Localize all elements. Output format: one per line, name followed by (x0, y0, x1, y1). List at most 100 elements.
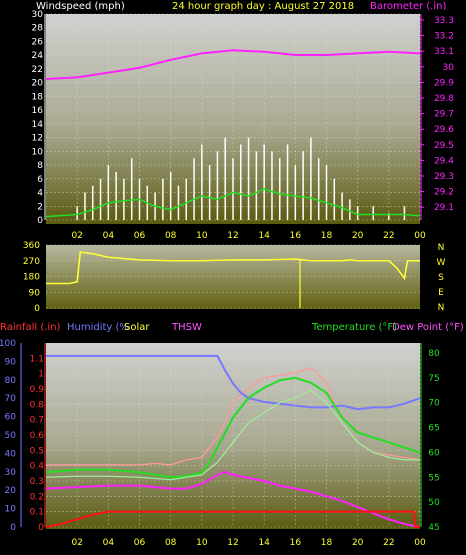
rain-tick-label: 0.2 (30, 492, 44, 502)
wind-tick-label: 10 (32, 147, 44, 157)
wind-x-tick-label: 20 (352, 231, 364, 241)
humidity-tick-label: 30 (5, 468, 17, 478)
wind-x-tick-label: 14 (258, 231, 270, 241)
temperature-tick-label: 45 (428, 523, 439, 533)
wind-tick-label: 28 (32, 24, 44, 34)
humidity-tick-label: 80 (5, 376, 17, 386)
temperature-tick-label: 80 (428, 349, 440, 359)
wind-x-tick-label: 02 (71, 231, 82, 241)
compass-label: S (438, 273, 444, 283)
barometer-tick-label: 29.9 (434, 78, 454, 88)
temperature-tick-label: 70 (428, 399, 440, 409)
direction-tick-label: 180 (23, 273, 40, 283)
wind-direction-line (46, 251, 420, 285)
environment-x-tick-label: 06 (134, 538, 146, 548)
temperature-tick-label: 60 (428, 448, 440, 458)
humidity-tick-label: 0 (10, 523, 16, 533)
compass-label: N (438, 303, 445, 313)
wind-tick-label: 14 (32, 120, 44, 130)
temperature-label: Temperature (°F) (311, 322, 397, 333)
wind-tick-label: 26 (32, 37, 44, 47)
humidity-tick-label: 10 (5, 505, 17, 515)
solar-line (45, 470, 421, 528)
wind-tick-label: 22 (32, 65, 43, 75)
barometer-tick-label: 33.1 (434, 47, 454, 57)
wind-x-tick-label: 12 (227, 231, 238, 241)
wind-tick-label: 4 (37, 189, 43, 199)
rainfall-line (45, 510, 420, 528)
wind-tick-label: 16 (32, 106, 44, 116)
barometer-tick-label: 30 (443, 63, 455, 73)
barometer-tick-label: 29.1 (434, 203, 454, 213)
direction-tick-label: 360 (23, 241, 40, 251)
direction-tick-label: 270 (23, 257, 40, 267)
wind-x-tick-label: 06 (134, 231, 146, 241)
barometer-tick-label: 29.2 (434, 188, 454, 198)
environment-x-tick-label: 00 (414, 538, 426, 548)
dewpoint-label: Dew Point (°F) (392, 322, 464, 333)
temperature-tick-label: 55 (428, 473, 439, 483)
barometer-tick-label: 29.3 (434, 172, 454, 182)
humidity-tick-label: 40 (5, 449, 17, 459)
wind-tick-label: 6 (37, 175, 43, 185)
wind-tick-label: 8 (37, 161, 43, 171)
environment-x-tick-label: 18 (321, 538, 333, 548)
barometer-tick-label: 33.2 (434, 32, 454, 42)
environment-x-tick-label: 16 (290, 538, 302, 548)
barometer-tick-label: 33.3 (434, 16, 454, 26)
wind-tick-label: 20 (32, 79, 44, 89)
wind-tick-label: 18 (32, 92, 44, 102)
rain-tick-label: 0.1 (30, 508, 44, 518)
environment-x-tick-label: 04 (103, 538, 115, 548)
rain-tick-label: 0.8 (30, 400, 45, 410)
wind-x-tick-label: 22 (383, 231, 394, 241)
wind-tick-label: 30 (32, 10, 44, 20)
humidity-tick-label: 90 (5, 357, 17, 367)
humidity-label: Humidity (% (67, 322, 129, 333)
humidity-tick-label: 20 (5, 486, 17, 496)
temperature-tick-label: 75 (428, 374, 439, 384)
rain-tick-label: 0.9 (30, 385, 45, 395)
humidity-tick-label: 60 (5, 413, 17, 423)
rainfall-label: Rainfall (.in) (0, 322, 61, 333)
humidity-tick-label: 70 (5, 394, 17, 404)
rain-tick-label: 0.5 (30, 446, 44, 456)
environment-x-tick-label: 10 (196, 538, 208, 548)
rain-tick-label: 1 (38, 370, 44, 380)
rain-tick-label: 0 (38, 523, 44, 533)
temperature-tick-label: 65 (428, 424, 439, 434)
wind-x-tick-label: 08 (165, 231, 177, 241)
environment-x-tick-label: 12 (227, 538, 238, 548)
direction-panel-background (46, 245, 420, 309)
wind-tick-label: 0 (37, 216, 43, 226)
wind-x-tick-label: 18 (321, 231, 333, 241)
environment-x-tick-label: 20 (352, 538, 364, 548)
windspeed-axis-label: Windspeed (mph) (36, 1, 125, 12)
wind-tick-label: 12 (32, 134, 43, 144)
humidity-line (46, 354, 421, 411)
wind-tick-label: 24 (32, 51, 44, 61)
barometer-tick-label: 29.5 (434, 141, 454, 151)
wind-x-tick-label: 16 (290, 231, 302, 241)
barometer-tick-label: 29.8 (434, 94, 454, 104)
humidity-tick-label: 50 (5, 431, 17, 441)
barometer-tick-label: 29.7 (434, 110, 454, 120)
barometer-axis-label: Barometer (.in) (370, 1, 446, 12)
dewpoint-line (45, 389, 420, 481)
compass-label: W (437, 258, 446, 268)
environment-x-tick-label: 22 (383, 538, 394, 548)
wind-x-tick-label: 00 (414, 231, 426, 241)
barometer-tick-label: 29.4 (434, 156, 454, 166)
compass-label: E (438, 288, 444, 298)
humidity-tick-label: 100 (0, 339, 16, 349)
wind-x-tick-label: 10 (196, 231, 208, 241)
temperature-tick-label: 50 (428, 498, 440, 508)
wind-tick-label: 2 (37, 202, 43, 212)
wind-average-line (45, 188, 421, 218)
rain-tick-label: 0.4 (30, 462, 45, 472)
rain-tick-label: 1.1 (30, 354, 44, 364)
direction-tick-label: 0 (34, 304, 40, 314)
